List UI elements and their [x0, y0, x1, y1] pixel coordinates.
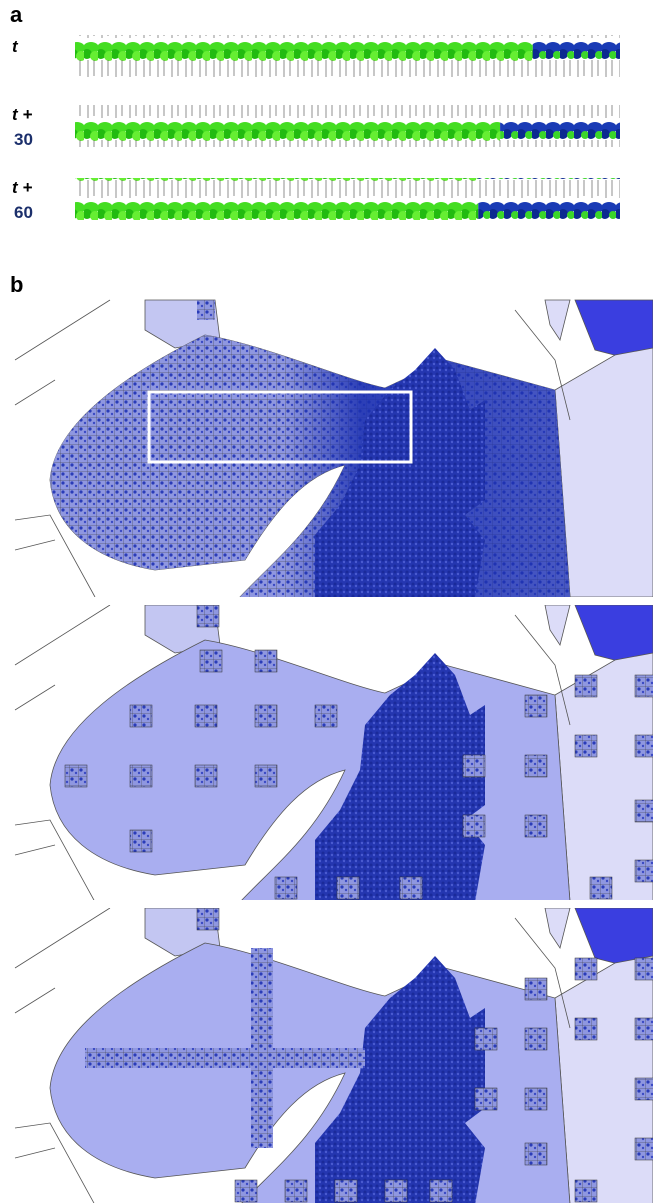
sample-plot — [130, 765, 152, 787]
sample-plot — [525, 978, 547, 1000]
sample-plot — [525, 755, 547, 777]
forest-blue — [500, 105, 620, 147]
sample-plot — [635, 860, 653, 882]
time-step: 60 — [14, 203, 33, 222]
sample-plot — [255, 650, 277, 672]
sample-plot — [463, 815, 485, 837]
sample-plot — [463, 755, 485, 777]
time-label: t + — [12, 178, 32, 197]
sample-plot — [575, 675, 597, 697]
sample-plot — [525, 1028, 547, 1050]
forest-blue — [478, 178, 620, 220]
time-label: t — [12, 37, 19, 56]
sample-plot — [525, 815, 547, 837]
forest-rows — [75, 35, 620, 220]
sample-plot — [475, 1088, 497, 1110]
forest-blue — [533, 35, 620, 77]
forest-green — [75, 35, 533, 77]
forest-green — [75, 178, 478, 220]
panel-label: b — [10, 272, 23, 297]
sample-plot — [195, 765, 217, 787]
sample-plot — [635, 735, 653, 757]
sample-plot — [575, 735, 597, 757]
time-step: 30 — [14, 130, 33, 149]
sample-plot — [235, 1180, 257, 1202]
sample-plot — [430, 1180, 452, 1202]
sample-plot — [400, 877, 422, 899]
sample-plot — [635, 1078, 653, 1100]
sample-plot — [197, 908, 219, 930]
sample-plot — [525, 695, 547, 717]
sample-plot — [385, 1180, 407, 1202]
sample-plot — [575, 958, 597, 980]
sample-plot — [197, 605, 219, 627]
sample-plot — [200, 650, 222, 672]
sample-plot — [635, 800, 653, 822]
map-full — [15, 300, 653, 597]
sample-plot — [635, 1138, 653, 1160]
sample-plot — [575, 1180, 597, 1202]
sample-plot — [315, 705, 337, 727]
sample-plot — [130, 830, 152, 852]
time-label: t + — [12, 105, 32, 124]
figure: a b t t + 30 t + 60 — [0, 0, 653, 1203]
panel-label: a — [10, 2, 23, 27]
sample-plot — [635, 1018, 653, 1040]
sample-plot — [255, 705, 277, 727]
sample-plot — [635, 958, 653, 980]
sample-plot — [285, 1180, 307, 1202]
map-sampled — [15, 605, 653, 902]
sample-plot — [590, 877, 612, 899]
page: a b t t + 30 t + 60 (() => { const data … — [0, 0, 653, 1203]
sample-plot — [575, 1018, 597, 1040]
sample-plot — [255, 765, 277, 787]
forest-green — [75, 105, 500, 147]
sample-plot — [475, 1028, 497, 1050]
sample-plot — [635, 675, 653, 697]
sample-plot — [65, 765, 87, 787]
sample-plot — [525, 1088, 547, 1110]
sample-plot — [195, 705, 217, 727]
map-transect — [15, 908, 653, 1203]
sample-plot — [335, 1180, 357, 1202]
sample-plot — [275, 877, 297, 899]
sample-plot — [130, 705, 152, 727]
sample-plot — [525, 1143, 547, 1165]
sample-plot — [337, 877, 359, 899]
